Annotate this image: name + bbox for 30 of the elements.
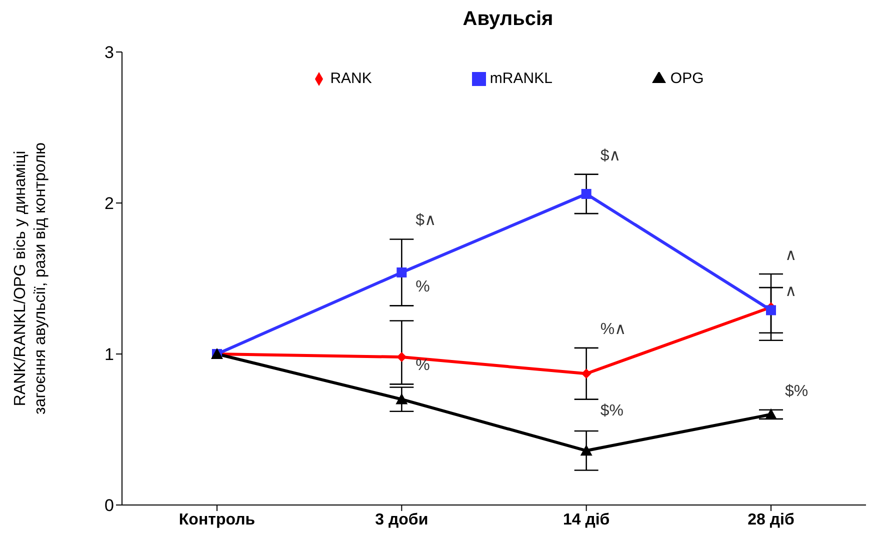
point xyxy=(765,408,777,420)
y-tick-label: 3 xyxy=(104,43,114,62)
annotation: $% xyxy=(600,402,624,420)
annotation: $∧ xyxy=(416,212,437,230)
x-tick-label: Контроль xyxy=(178,511,256,528)
annotation: %∧ xyxy=(600,320,627,338)
y-tick-label: 2 xyxy=(104,194,114,214)
point xyxy=(581,188,592,199)
annotation: $∧ xyxy=(600,147,622,164)
y-tick-label: 1 xyxy=(104,345,114,364)
point xyxy=(580,444,592,456)
point xyxy=(581,368,592,379)
annotation: % xyxy=(416,357,430,374)
annotation: ∧ xyxy=(785,283,797,300)
legend-label: mRANKL xyxy=(490,70,552,87)
legend-label: OPG xyxy=(670,70,704,87)
x-tick-label: 3 доби xyxy=(375,511,428,528)
legend-label: RANK xyxy=(330,70,372,87)
x-tick-label: 28 діб xyxy=(748,511,794,528)
point xyxy=(396,267,407,278)
point xyxy=(396,352,407,362)
y-tick-label: 0 xyxy=(104,496,114,516)
point xyxy=(396,393,408,404)
annotation: $% xyxy=(785,382,808,400)
point xyxy=(766,305,776,316)
chart-title: Авульсія xyxy=(462,8,554,31)
annotation: ∧ xyxy=(785,246,797,264)
annotation: % xyxy=(416,278,430,296)
y-axis-title: RANK/RANKL/OPG вісь у динаміці загоєння авульсії, рази від контролю xyxy=(12,142,49,415)
x-tick-label: 14 діб xyxy=(562,511,610,528)
